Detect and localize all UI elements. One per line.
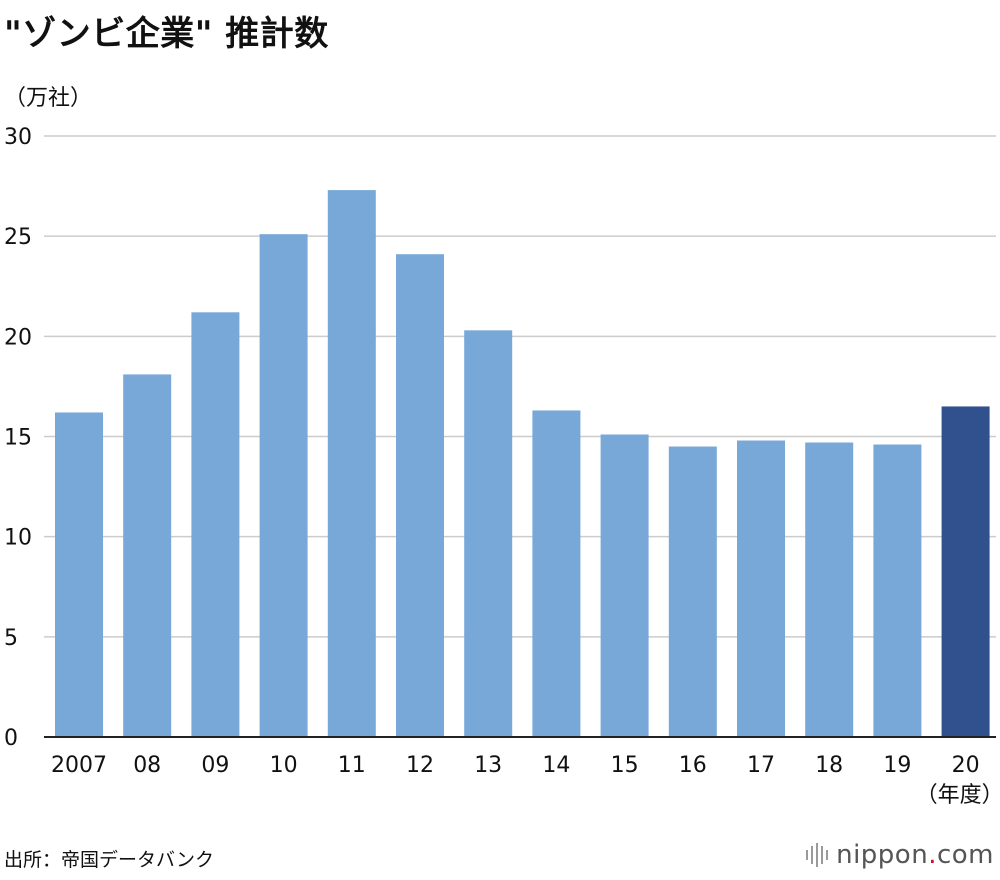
y-tick-label: 10 xyxy=(4,526,32,551)
bar-2007 xyxy=(55,412,103,737)
brand-logo: nippon.com xyxy=(806,838,994,872)
source-note: 出所：帝国データバンク xyxy=(4,849,214,871)
x-axis-unit-label: （年度） xyxy=(916,783,1000,808)
chart-title: "ゾンビ企業" 推計数 xyxy=(4,14,329,54)
brand-dot: . xyxy=(928,840,937,870)
x-tick-label: 16 xyxy=(679,753,707,778)
bar-17 xyxy=(737,440,785,737)
x-tick-label: 13 xyxy=(474,753,502,778)
bar-18 xyxy=(805,442,854,737)
brand-wordmark: nippon.com xyxy=(836,840,994,870)
bar-10 xyxy=(259,234,308,737)
bar-20 xyxy=(941,406,990,737)
bar-12 xyxy=(396,254,444,738)
x-tick-label: 12 xyxy=(406,753,434,778)
bar-09 xyxy=(191,312,240,737)
bar-19 xyxy=(873,444,922,737)
x-tick-label: 10 xyxy=(270,753,298,778)
y-tick-label: 20 xyxy=(4,325,32,350)
y-tick-label: 5 xyxy=(4,626,18,651)
y-tick-label: 0 xyxy=(4,726,18,751)
bar-13 xyxy=(464,330,513,737)
y-tick-label: 30 xyxy=(4,125,32,150)
x-tick-label: 14 xyxy=(542,753,570,778)
bar-14 xyxy=(532,410,581,737)
y-axis-unit-label: （万社） xyxy=(4,86,93,111)
y-tick-label: 25 xyxy=(4,225,32,250)
bar-16 xyxy=(668,446,717,737)
x-tick-label: 2007 xyxy=(51,753,107,778)
x-tick-label: 17 xyxy=(747,753,775,778)
bar-11 xyxy=(327,190,376,738)
brand-tld-text: com xyxy=(936,840,994,870)
x-tick-label: 20 xyxy=(952,753,980,778)
brand-bars-icon xyxy=(806,843,829,867)
bar-15 xyxy=(600,434,649,737)
x-tick-label: 08 xyxy=(133,753,161,778)
bar-chart: 0 5 10 15 20 25 30 2007 08 09 10 11 12 13 14 15 16 17 18 19… xyxy=(4,125,1000,808)
x-tick-label: 18 xyxy=(815,753,843,778)
x-tick-label: 09 xyxy=(201,753,229,778)
bar-08 xyxy=(123,374,172,737)
x-tick-label: 11 xyxy=(338,753,366,778)
brand-main-text: nippon xyxy=(836,840,929,870)
y-tick-label: 15 xyxy=(4,426,32,451)
x-tick-label: 15 xyxy=(611,753,639,778)
x-tick-label: 19 xyxy=(883,753,911,778)
